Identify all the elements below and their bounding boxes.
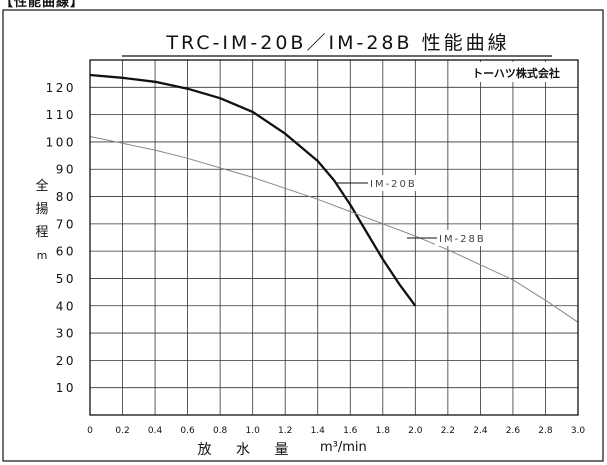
y-axis-label-char: m bbox=[37, 249, 48, 262]
y-axis-label-char: 全 bbox=[35, 178, 48, 194]
y-tick-label: 60 bbox=[56, 245, 76, 259]
y-tick-label: 30 bbox=[56, 327, 76, 341]
x-tick-label: 2.0 bbox=[408, 426, 423, 436]
x-tick-label: 1.6 bbox=[343, 426, 358, 436]
grid bbox=[90, 60, 578, 415]
annotation-bg bbox=[366, 175, 442, 191]
y-tick-label: 110 bbox=[46, 108, 76, 122]
x-tick-label: 2.2 bbox=[441, 426, 455, 436]
x-tick-label: 1.0 bbox=[246, 426, 261, 436]
x-tick-labels: 0 0.2 0.4 0.6 0.8 1.0 1.2 1.4 1.6 1.8 2.0 2.2 2.4 2.6… bbox=[87, 426, 585, 436]
x-tick-label: 0.2 bbox=[115, 426, 129, 436]
y-axis-label-char: 程 bbox=[35, 225, 48, 240]
y-tick-label: 100 bbox=[46, 135, 76, 149]
x-axis-label: 放 水 量 bbox=[198, 442, 299, 458]
x-tick-label: 0.4 bbox=[148, 426, 163, 436]
header-label: 【性能曲線】 bbox=[0, 0, 85, 10]
y-tick-label: 120 bbox=[46, 81, 76, 95]
series-line-im-28b bbox=[89, 136, 579, 323]
x-tick-label: 0 bbox=[87, 426, 93, 436]
y-tick-label: 50 bbox=[56, 272, 76, 286]
x-tick-label: 1.8 bbox=[376, 426, 391, 436]
x-tick-label: 0.8 bbox=[213, 426, 228, 436]
annotations: IM-20B IM-28B bbox=[337, 175, 511, 246]
y-axis-label-char: 揚 bbox=[35, 201, 48, 217]
chart-title: TRC-IM-20B／IM-28B 性能曲線 bbox=[165, 32, 509, 54]
annotation-label: IM-20B bbox=[370, 179, 417, 190]
x-tick-label: 0.6 bbox=[180, 426, 195, 436]
y-tick-labels: 10 20 30 40 50 60 70 80 90 100 110 120 bbox=[46, 81, 76, 395]
annotation-bg bbox=[435, 230, 511, 246]
x-tick-label: 3.0 bbox=[571, 426, 586, 436]
y-tick-label: 80 bbox=[56, 190, 76, 204]
y-tick-label: 70 bbox=[56, 217, 76, 231]
plot-border bbox=[89, 59, 579, 416]
x-tick-label: 2.6 bbox=[506, 426, 521, 436]
annotation-label: IM-28B bbox=[439, 234, 486, 245]
y-tick-label: 20 bbox=[56, 354, 76, 368]
x-tick-label: 1.4 bbox=[311, 426, 326, 436]
curves bbox=[89, 73, 579, 323]
x-tick-label: 2.4 bbox=[473, 426, 488, 436]
y-tick-label: 10 bbox=[56, 381, 76, 395]
y-tick-label: 40 bbox=[56, 299, 76, 313]
company-box-bg bbox=[454, 62, 578, 82]
x-tick-label: 1.2 bbox=[278, 426, 292, 436]
series-line-im-20b bbox=[89, 73, 417, 307]
outer-frame bbox=[2, 9, 604, 462]
x-tick-label: 2.8 bbox=[538, 426, 553, 436]
x-axis-unit: m³/min bbox=[320, 440, 367, 455]
y-tick-label: 90 bbox=[56, 163, 76, 177]
company-name: トーハツ株式会社 bbox=[472, 66, 560, 80]
